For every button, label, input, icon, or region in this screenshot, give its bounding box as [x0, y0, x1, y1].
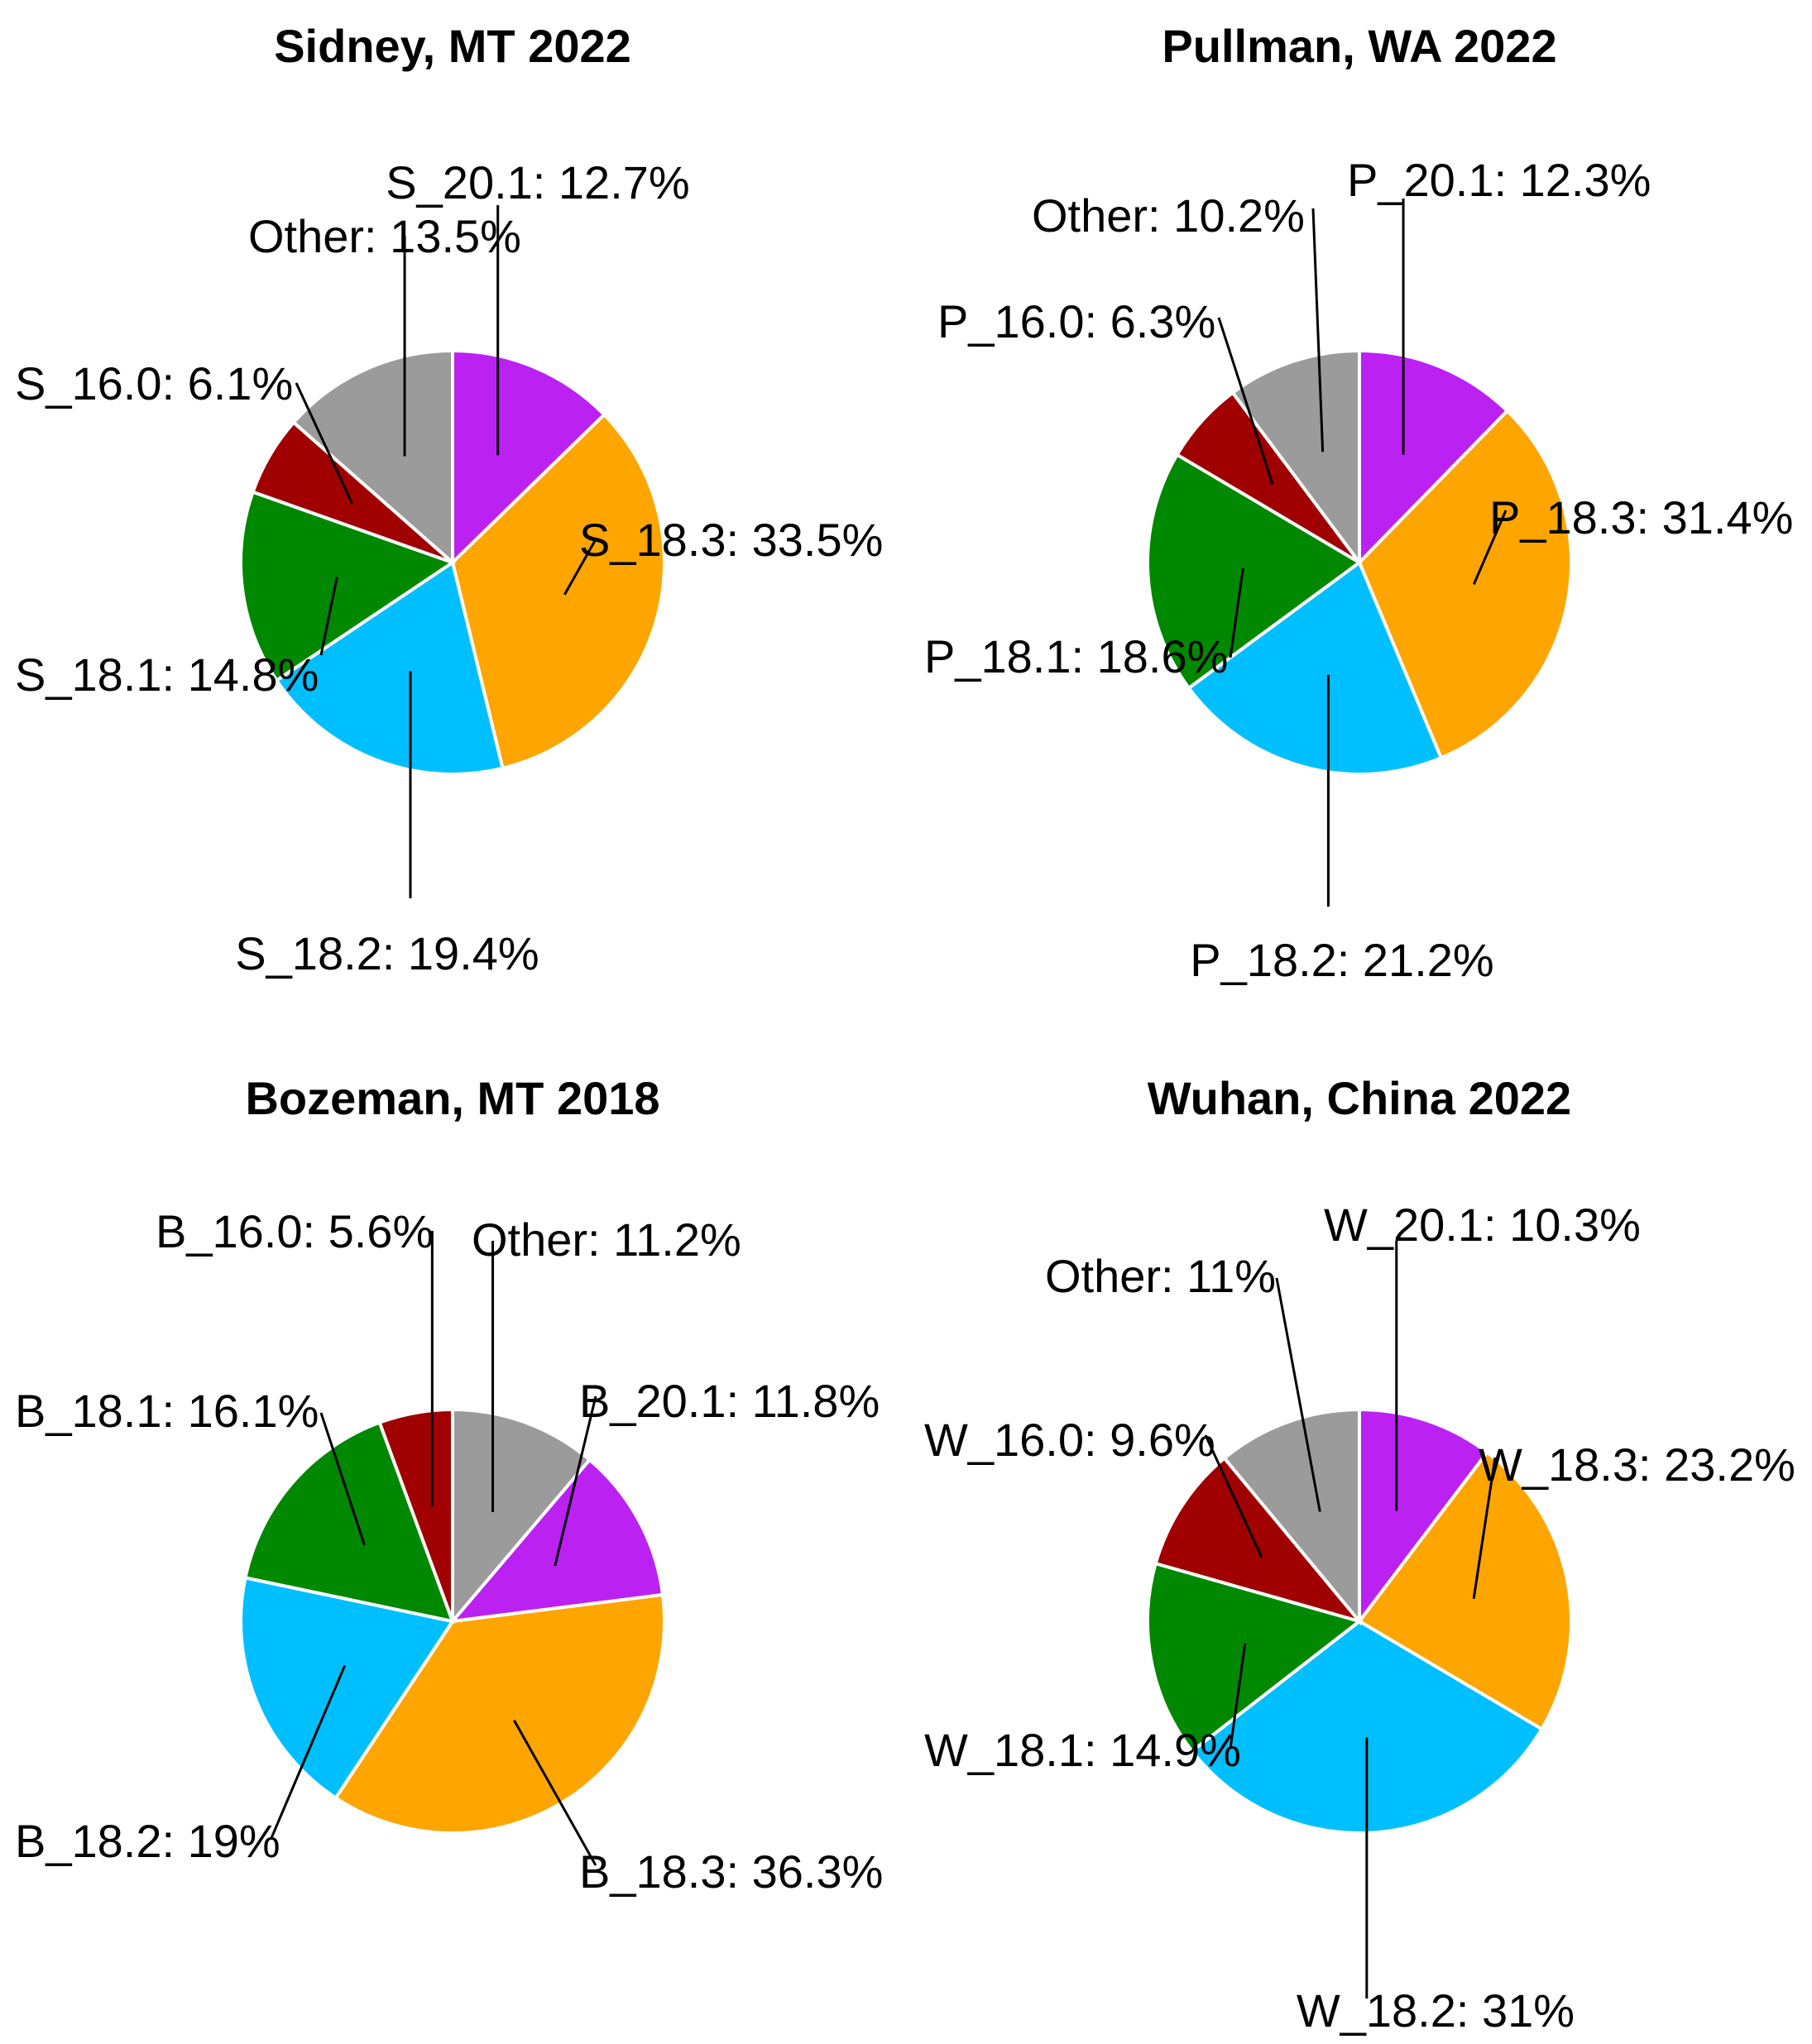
leader-line-b-18-2 [270, 1664, 347, 1839]
slice-label-other: Other: 13.5% [248, 210, 521, 262]
chart-title: Pullman, WA 2022 [1162, 20, 1556, 72]
pie-labels: Other: 11.2% B_20.1: 11.8% B_18.3: 36.3% B_… [15, 1205, 883, 1898]
chart-title: Bozeman, MT 2018 [245, 1072, 659, 1124]
sidney-pie-chart: Sidney, MT 2022 S_20.1: 12.7% S_18.3: 33.… [15, 20, 883, 979]
leader-line-p-18-3 [1472, 510, 1508, 585]
slice-p-18-2 [1186, 559, 1444, 776]
slice-label-w-18-1: W_18.1: 14.9% [924, 1724, 1241, 1776]
leader-line-b-18-3 [513, 1719, 597, 1866]
pie-slices [1146, 1407, 1573, 1835]
leader-line-b-18-1 [319, 1412, 366, 1546]
leader-line-p-18-1 [1229, 567, 1244, 658]
pie-labels: P_20.1: 12.3% P_18.3: 31.4% P_18.2: 21.2% P… [924, 154, 1793, 986]
pie-labels: W_20.1: 10.3% W_18.3: 23.2% W_18.2: 31% W_1… [924, 1199, 1795, 2037]
pie-slices [239, 1407, 666, 1835]
slice-b-16-0 [377, 1407, 454, 1622]
slice-label-b-18-2: B_18.2: 19% [15, 1815, 280, 1867]
slice-label-p-20-1: P_20.1: 12.3% [1347, 154, 1651, 206]
leader-line-w-18-1 [1229, 1643, 1247, 1750]
slice-label-b-20-1: B_20.1: 11.8% [579, 1375, 880, 1427]
leader-line-other [1311, 208, 1325, 452]
slice-label-other: Other: 11.2% [472, 1213, 741, 1266]
slice-s-18-1 [239, 490, 457, 683]
slice-w-18-2 [1189, 1619, 1545, 1835]
slice-b-18-1 [243, 1420, 456, 1624]
leader-line-other [1275, 1277, 1321, 1512]
slice-label-p-18-2: P_18.2: 21.2% [1190, 934, 1493, 986]
slice-b-20-1 [448, 1457, 665, 1624]
slice-s-20-1 [451, 348, 607, 567]
slice-label-other: Other: 10.2% [1032, 189, 1305, 242]
slice-label-b-18-1: B_18.1: 16.1% [15, 1385, 319, 1437]
pie-labels: S_20.1: 12.7% S_18.3: 33.5% S_18.2: 19.4% S… [15, 156, 883, 979]
slice-label-w-16-0: W_16.0: 9.6% [924, 1414, 1215, 1466]
bozeman-pie-chart: Bozeman, MT 2018 Other: 11.2% B_20.1: 11.… [15, 1072, 883, 1898]
slice-other [1222, 1407, 1361, 1626]
slice-label-p-18-1: P_18.1: 18.6% [924, 630, 1228, 682]
pullman-pie-chart: Pullman, WA 2022 P_20.1: 12.3% P_18.3: 31… [924, 20, 1793, 986]
slice-label-s-18-3: S_18.3: 33.5% [579, 514, 883, 566]
pie-slices [1146, 348, 1573, 776]
slice-w-20-1 [1358, 1407, 1490, 1626]
slice-label-s-20-1: S_20.1: 12.7% [386, 156, 689, 208]
slice-label-s-18-2: S_18.2: 19.4% [235, 927, 539, 979]
slice-label-s-18-1: S_18.1: 14.8% [15, 649, 319, 701]
slice-label-w-18-2: W_18.2: 31% [1297, 1984, 1575, 2037]
leader-line-s-18-3 [563, 539, 597, 596]
slice-label-other: Other: 11% [1045, 1250, 1276, 1302]
leader-line-p-16-0 [1217, 317, 1274, 486]
slice-other [291, 348, 454, 567]
slice-label-b-18-3: B_18.3: 36.3% [579, 1845, 883, 1898]
slice-label-w-18-3: W_18.3: 23.2% [1479, 1438, 1795, 1491]
leader-line-w-16-0 [1204, 1434, 1263, 1558]
slice-b-18-3 [333, 1592, 666, 1835]
wuhan-pie-chart: Wuhan, China 2022 W_20.1: 10.3% W_18.3: 2… [924, 1072, 1795, 2037]
slice-p-20-1 [1358, 348, 1510, 567]
slice-label-w-20-1: W_20.1: 10.3% [1324, 1199, 1641, 1251]
leader-line-b-20-1 [554, 1395, 597, 1567]
slice-other [1230, 348, 1361, 568]
slice-label-p-18-3: P_18.3: 31.4% [1489, 491, 1793, 543]
slice-s-18-2 [274, 559, 505, 776]
slice-w-18-1 [1146, 1561, 1364, 1754]
pie-slices [239, 348, 666, 776]
slice-s-18-3 [450, 412, 666, 771]
slice-p-18-1 [1146, 452, 1363, 691]
chart-title: Sidney, MT 2022 [274, 20, 631, 72]
slice-w-18-3 [1357, 1449, 1573, 1732]
chart-title: Wuhan, China 2022 [1148, 1072, 1571, 1124]
leader-line-s-16-0 [295, 382, 353, 505]
slice-b-18-2 [239, 1575, 456, 1801]
slice-label-p-16-0: P_16.0: 6.3% [937, 295, 1215, 347]
slice-label-b-16-0: B_16.0: 5.6% [156, 1205, 434, 1257]
slice-label-s-16-0: S_16.0: 6.1% [15, 357, 293, 409]
leader-line-w-18-3 [1472, 1457, 1497, 1599]
slice-p-18-3 [1357, 408, 1573, 760]
leader-line-s-18-1 [319, 577, 338, 656]
